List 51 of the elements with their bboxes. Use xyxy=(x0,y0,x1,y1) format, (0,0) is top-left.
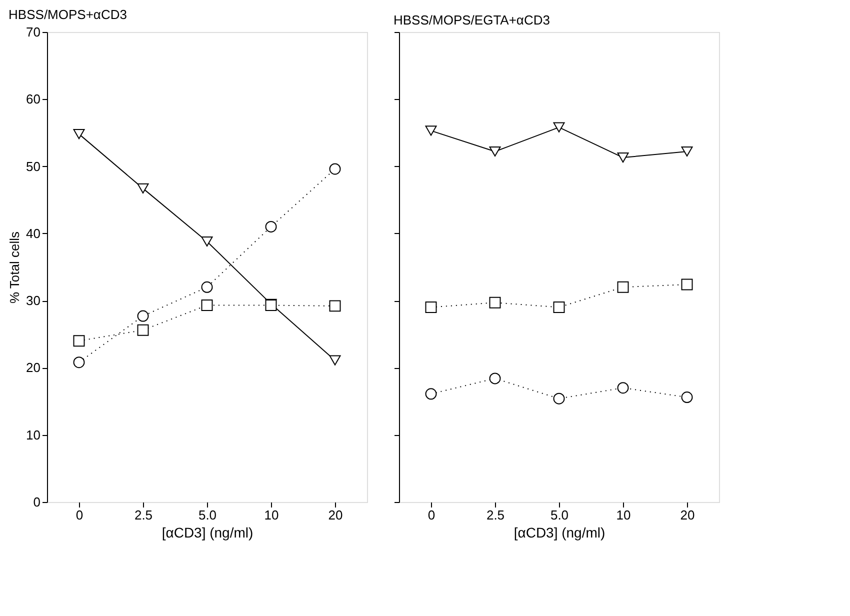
y-tick-label: 10 xyxy=(26,427,40,442)
point xyxy=(201,300,213,312)
point xyxy=(425,126,437,136)
point xyxy=(681,392,693,403)
y-tick-label: 20 xyxy=(26,360,40,376)
x-axis-title: [αCD3] (ng/ml) xyxy=(162,524,254,540)
point xyxy=(681,278,693,290)
x-tick-label: 10 xyxy=(264,508,279,522)
point xyxy=(553,392,565,404)
y-tick-label: 30 xyxy=(26,293,40,308)
point xyxy=(489,296,501,308)
point xyxy=(329,163,341,175)
point xyxy=(137,183,149,194)
point xyxy=(425,302,437,314)
point xyxy=(137,310,149,322)
point xyxy=(329,355,341,366)
y-tick-label: 50 xyxy=(26,158,40,174)
point xyxy=(617,152,629,163)
point xyxy=(425,388,437,400)
point xyxy=(489,372,501,384)
y-tick-label: 40 xyxy=(26,226,40,241)
point xyxy=(617,382,629,394)
point xyxy=(137,324,149,336)
x-tick-label: 0 xyxy=(76,508,84,522)
x-tick-label: 5.0 xyxy=(550,508,569,522)
y-tick-label: 60 xyxy=(26,92,40,107)
point xyxy=(489,146,501,157)
chart-title: HBSS/MOPS/EGTA+αCD3 xyxy=(394,12,550,28)
x-tick-label: 20 xyxy=(328,508,343,522)
point xyxy=(617,281,629,293)
x-tick-label: 0 xyxy=(428,508,436,522)
point xyxy=(329,300,341,312)
point xyxy=(201,281,213,293)
y-axis-title: % Total cells xyxy=(7,230,22,304)
y-tick-label: 70 xyxy=(26,24,40,40)
point xyxy=(73,129,85,140)
x-tick-label: 5.0 xyxy=(198,508,217,522)
point xyxy=(553,122,565,132)
point xyxy=(553,302,565,314)
x-tick-label: 10 xyxy=(616,508,631,522)
point xyxy=(681,146,693,157)
x-axis-title: [αCD3] (ng/ml) xyxy=(514,524,606,540)
chart-title: HBSS/MOPS+αCD3 xyxy=(8,7,127,22)
x-tick-label: 2.5 xyxy=(134,508,153,522)
y-tick-label: 0 xyxy=(33,494,40,510)
point xyxy=(73,335,85,347)
point xyxy=(73,356,85,368)
x-tick-label: 2.5 xyxy=(486,508,505,522)
point xyxy=(265,220,277,232)
x-tick-label: 20 xyxy=(680,508,695,522)
point xyxy=(201,236,213,247)
